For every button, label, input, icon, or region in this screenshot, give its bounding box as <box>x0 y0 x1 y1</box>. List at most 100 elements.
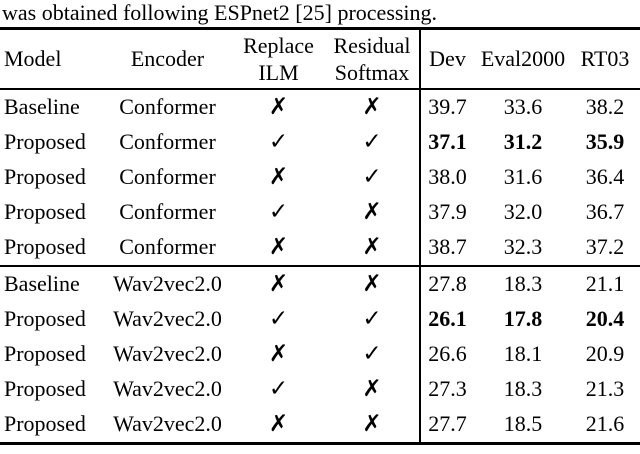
model-cell: Proposed <box>4 306 86 332</box>
softmax-cross-icon: ✗ <box>362 233 382 260</box>
col-header-residual-line1: Residual <box>333 33 411 58</box>
table-row: Proposed Wav2vec2.0 ✓ ✓ 26.1 17.8 20.4 <box>0 302 640 337</box>
col-header-residual-softmax: Residual Softmax <box>325 32 419 86</box>
softmax-cross-icon: ✗ <box>362 270 382 297</box>
model-cell: Proposed <box>4 164 86 190</box>
model-cell: Proposed <box>4 411 86 437</box>
dev-value: 27.8 <box>428 271 467 297</box>
encoder-cell: Conformer <box>119 164 216 190</box>
ilm-check-icon: ✓ <box>268 305 289 332</box>
softmax-check-icon: ✓ <box>362 128 382 155</box>
dev-value: 27.3 <box>428 376 467 402</box>
dev-value: 37.1 <box>428 129 467 155</box>
eval2000-value: 18.3 <box>503 376 543 402</box>
ilm-cross-icon: ✗ <box>268 340 289 367</box>
rt03-value: 20.9 <box>585 341 625 367</box>
ilm-check-icon: ✓ <box>268 375 289 402</box>
encoder-cell: Wav2vec2.0 <box>113 306 222 332</box>
rt03-value: 35.9 <box>585 129 625 155</box>
model-cell: Proposed <box>4 129 86 155</box>
ilm-cross-icon: ✗ <box>268 410 289 437</box>
model-cell: Proposed <box>4 341 86 367</box>
table-row: Proposed Wav2vec2.0 ✗ ✗ 27.7 18.5 21.6 <box>0 407 640 442</box>
rt03-value: 36.7 <box>585 199 625 225</box>
dev-value: 27.7 <box>428 411 467 437</box>
ilm-check-icon: ✓ <box>268 128 289 155</box>
softmax-cross-icon: ✗ <box>362 93 382 120</box>
table-row: Proposed Wav2vec2.0 ✓ ✗ 27.3 18.3 21.3 <box>0 372 640 407</box>
eval2000-value: 18.3 <box>503 271 543 297</box>
encoder-cell: Wav2vec2.0 <box>113 271 222 297</box>
eval2000-value: 31.2 <box>503 129 543 155</box>
ilm-cross-icon: ✗ <box>268 163 289 190</box>
col-header-replace-line1: Replace <box>243 33 314 58</box>
encoder-cell: Wav2vec2.0 <box>113 341 222 367</box>
caption-text: was obtained following ESPnet2 [25] proc… <box>2 0 438 25</box>
header-row: Model Encoder Replace ILM Residual Softm… <box>0 30 640 88</box>
ilm-cross-icon: ✗ <box>268 93 289 120</box>
col-header-replace-ilm: Replace ILM <box>232 32 325 86</box>
eval2000-value: 32.3 <box>503 234 543 260</box>
model-cell: Baseline <box>4 94 80 120</box>
column-divider <box>419 30 421 445</box>
rt03-value: 36.4 <box>585 164 625 190</box>
top-rule <box>0 27 640 30</box>
header-rule <box>0 88 640 90</box>
table-row: Proposed Wav2vec2.0 ✗ ✓ 26.6 18.1 20.9 <box>0 337 640 372</box>
ilm-check-icon: ✓ <box>268 198 289 225</box>
encoder-cell: Wav2vec2.0 <box>113 411 222 437</box>
encoder-cell: Wav2vec2.0 <box>113 376 222 402</box>
rt03-value: 21.1 <box>585 271 625 297</box>
model-cell: Proposed <box>4 199 86 225</box>
rt03-value: 20.4 <box>585 306 625 332</box>
dev-value: 26.1 <box>428 306 467 332</box>
softmax-check-icon: ✓ <box>362 340 382 367</box>
col-header-dev: Dev <box>429 45 466 71</box>
table-row: Baseline Conformer ✗ ✗ 39.7 33.6 38.2 <box>0 90 640 125</box>
model-cell: Baseline <box>4 271 80 297</box>
dev-value: 26.6 <box>428 341 467 367</box>
encoder-cell: Conformer <box>119 129 216 155</box>
table-row: Proposed Conformer ✓ ✓ 37.1 31.2 35.9 <box>0 125 640 160</box>
softmax-cross-icon: ✗ <box>362 375 382 402</box>
softmax-cross-icon: ✗ <box>362 410 382 437</box>
table-row: Proposed Conformer ✗ ✗ 38.7 32.3 37.2 <box>0 230 640 265</box>
softmax-check-icon: ✓ <box>362 163 382 190</box>
bottom-rule <box>0 442 640 445</box>
eval2000-value: 33.6 <box>503 94 543 120</box>
col-header-residual-line2: Softmax <box>334 60 410 85</box>
softmax-check-icon: ✓ <box>362 305 382 332</box>
dev-value: 37.9 <box>428 199 467 225</box>
col-header-rt03: RT03 <box>580 45 630 71</box>
eval2000-value: 31.6 <box>503 164 543 190</box>
dev-value: 39.7 <box>428 94 467 120</box>
results-table: Model Encoder Replace ILM Residual Softm… <box>0 27 640 445</box>
col-header-eval2000: Eval2000 <box>480 45 566 71</box>
table-row: Baseline Wav2vec2.0 ✗ ✗ 27.8 18.3 21.1 <box>0 267 640 302</box>
section-rule <box>0 265 640 267</box>
rt03-value: 21.3 <box>585 376 625 402</box>
ilm-cross-icon: ✗ <box>268 270 289 297</box>
softmax-cross-icon: ✗ <box>362 198 382 225</box>
encoder-cell: Conformer <box>119 234 216 260</box>
eval2000-value: 18.5 <box>503 411 543 437</box>
col-header-replace-line2: ILM <box>258 60 299 85</box>
eval2000-value: 32.0 <box>503 199 543 225</box>
model-cell: Proposed <box>4 234 86 260</box>
eval2000-value: 17.8 <box>503 306 543 332</box>
ilm-cross-icon: ✗ <box>268 233 289 260</box>
dev-value: 38.7 <box>428 234 467 260</box>
rt03-value: 38.2 <box>585 94 625 120</box>
col-header-model: Model <box>4 45 62 71</box>
table-row: Proposed Conformer ✓ ✗ 37.9 32.0 36.7 <box>0 195 640 230</box>
table-row: Proposed Conformer ✗ ✓ 38.0 31.6 36.4 <box>0 160 640 195</box>
model-cell: Proposed <box>4 376 86 402</box>
dev-value: 38.0 <box>428 164 467 190</box>
encoder-cell: Conformer <box>119 199 216 225</box>
rt03-value: 21.6 <box>585 411 625 437</box>
rt03-value: 37.2 <box>585 234 625 260</box>
eval2000-value: 18.1 <box>503 341 543 367</box>
col-header-encoder: Encoder <box>130 45 205 71</box>
encoder-cell: Conformer <box>119 94 216 120</box>
